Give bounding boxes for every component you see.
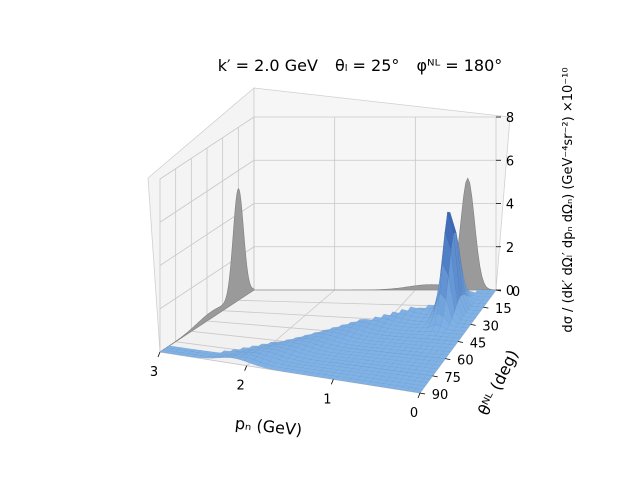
x-tick bbox=[244, 365, 248, 371]
y-tick-label: 75 bbox=[444, 371, 461, 386]
z-tick-label: 0 bbox=[506, 284, 514, 299]
x-tick bbox=[417, 392, 421, 399]
x-tick-label: 1 bbox=[323, 392, 331, 407]
z-tick-label: 2 bbox=[506, 241, 514, 256]
y-tick bbox=[445, 358, 451, 361]
x-tick-label: 3 bbox=[150, 365, 158, 380]
y-tick-label: 30 bbox=[482, 319, 499, 334]
projection-theta bbox=[159, 188, 255, 353]
z-tick-label: 8 bbox=[506, 111, 514, 126]
x-axis-label: pₙ (GeV) bbox=[234, 414, 303, 440]
x-tick bbox=[157, 351, 161, 358]
y-tick-label: 15 bbox=[495, 302, 512, 317]
x-tick-label: 2 bbox=[237, 379, 245, 394]
z-tick-label: 6 bbox=[506, 154, 514, 169]
y-tick bbox=[419, 392, 426, 395]
projection-p bbox=[254, 177, 497, 291]
y-tick-label: 0 bbox=[512, 285, 520, 300]
y-tick-label: 60 bbox=[457, 354, 474, 369]
y-tick bbox=[432, 375, 438, 378]
y-tick-label: 45 bbox=[470, 337, 487, 352]
y-tick bbox=[483, 306, 489, 309]
y-axis-label: θᴺᴸ (deg) bbox=[474, 347, 522, 419]
y-tick-label: 90 bbox=[432, 388, 449, 403]
z-axis-label: dσ / (dk′ dΩₗ′ dpₙ dΩₙ) (GeV⁻⁴sr⁻²) ×10⁻… bbox=[561, 67, 576, 332]
y-tick bbox=[457, 341, 464, 343]
z-tick-label: 4 bbox=[506, 198, 514, 213]
chart-title: k′ = 2.0 GeV θₗ = 25° φᴺᴸ = 180° bbox=[218, 56, 503, 75]
x-tick-label: 0 bbox=[410, 406, 418, 421]
y-tick bbox=[470, 323, 476, 326]
surface-plot bbox=[159, 211, 497, 394]
x-tick bbox=[330, 379, 334, 385]
projection-curves bbox=[159, 177, 497, 353]
